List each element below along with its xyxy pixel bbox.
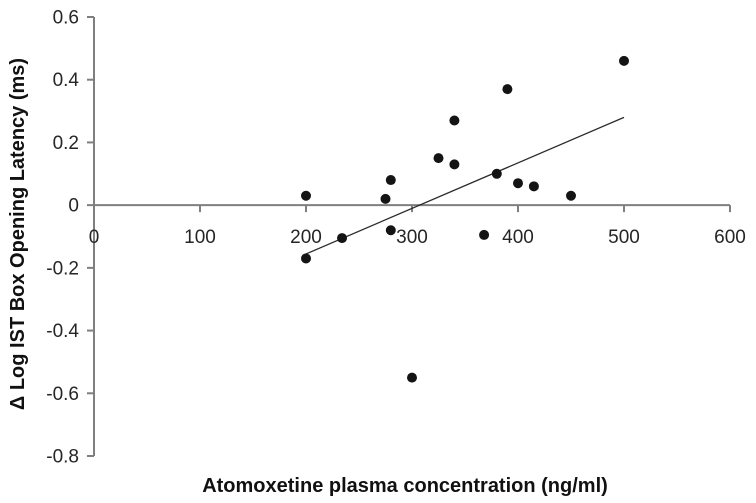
- trendline-layer: [302, 116, 625, 256]
- y-tick-label: 0.2: [53, 133, 79, 154]
- y-tick-label: -0.4: [46, 321, 79, 342]
- x-tick-label: 400: [502, 227, 534, 248]
- data-point: [301, 190, 311, 201]
- x-axis-title: Atomoxetine plasma concentration (ng/ml): [202, 475, 608, 497]
- data-point: [619, 55, 629, 66]
- y-tick-label: 0.4: [53, 70, 80, 91]
- x-tick-label: 0: [89, 227, 100, 248]
- data-point: [528, 181, 539, 192]
- data-point: [513, 178, 523, 189]
- data-point: [385, 175, 396, 186]
- data-point: [301, 253, 311, 264]
- data-point: [449, 115, 460, 126]
- data-point: [407, 372, 417, 383]
- data-point: [479, 229, 490, 240]
- data-point: [433, 153, 444, 164]
- x-tick-label: 200: [290, 227, 322, 248]
- x-tick-label: 600: [714, 227, 746, 248]
- data-point: [491, 168, 502, 179]
- data-point: [380, 193, 391, 204]
- axes-layer: 0 100 200 300 400 500 600 0.6 0.4 0.2 0 -0.2 -0.4 -0.…: [46, 8, 746, 468]
- y-axis-title: Δ Log IST Box Opening Latency (ms): [7, 58, 29, 410]
- y-tick-label: 0: [68, 196, 79, 217]
- x-tick-label: 100: [184, 227, 216, 248]
- y-tick-label: 0.6: [53, 8, 79, 29]
- y-tick-label: -0.6: [46, 384, 79, 405]
- x-tick-label: 500: [608, 227, 640, 248]
- y-tick-label: -0.8: [46, 447, 79, 468]
- data-point: [385, 225, 396, 236]
- x-tick-label: 300: [396, 227, 428, 248]
- data-point: [449, 159, 460, 170]
- trend-line: [302, 116, 625, 256]
- points-layer: [301, 55, 629, 383]
- data-point: [566, 190, 576, 201]
- data-point: [337, 233, 348, 244]
- y-tick-label: -0.2: [46, 258, 79, 279]
- data-point: [502, 84, 513, 95]
